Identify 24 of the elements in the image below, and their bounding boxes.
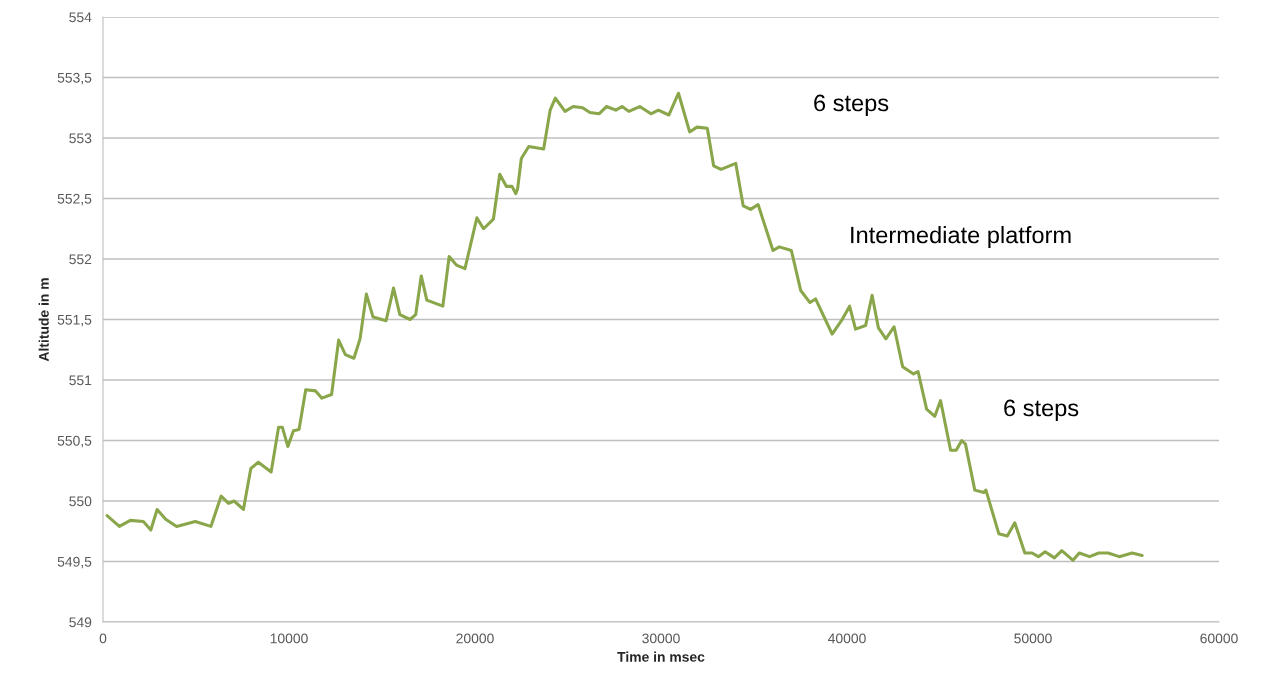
annotation: 6 steps [1004,399,1079,421]
x-tick-label: 30000 [642,633,680,644]
y-axis-title: Altitude in m [38,278,49,362]
x-tick-label: 60000 [1200,633,1238,644]
y-tick-label: 550,5 [57,435,92,448]
annotation: 6 steps [814,94,889,116]
y-tick-label: 550 [69,496,92,507]
x-tick-label: 10000 [270,633,308,644]
y-tick-label: 553,5 [57,72,92,85]
x-tick-label: 40000 [828,633,866,644]
x-tick-label: 20000 [456,633,494,644]
y-tick-label: 554 [69,12,92,23]
x-tick-label: 0 [99,633,107,644]
y-tick-label: 552 [69,254,92,265]
x-tick-label: 50000 [1014,633,1052,644]
y-tick-label: 549 [69,617,92,628]
y-tick-label: 553 [69,133,92,144]
y-tick-label: 552,5 [57,193,92,206]
y-tick-label: 551,5 [57,314,92,327]
y-tick-label: 551 [69,375,92,386]
x-axis-title: Time in msec [617,651,705,662]
line-series [105,91,1144,562]
annotation: Intermediate platform [851,225,1071,248]
y-tick-label: 549,5 [57,556,92,569]
